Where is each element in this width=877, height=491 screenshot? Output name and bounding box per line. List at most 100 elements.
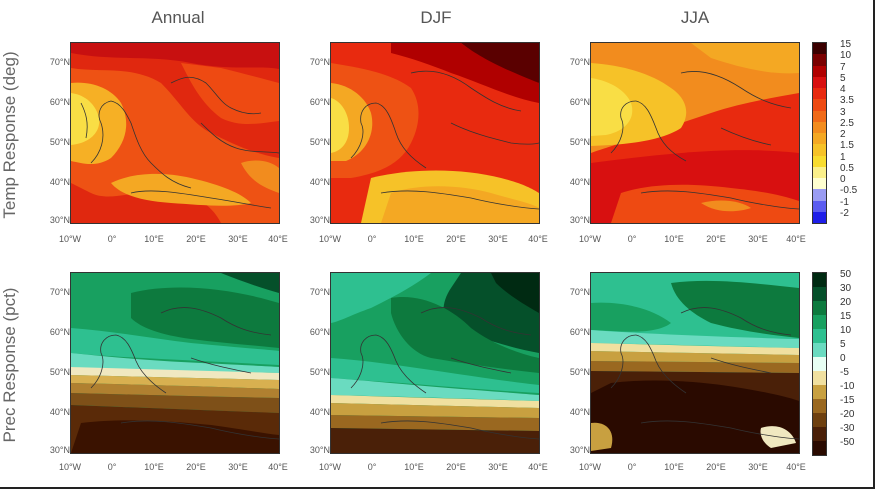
lon-label: 10°W [58,234,82,244]
colorbar-label: 1 [840,151,846,163]
lat-label: 30°N [569,215,590,225]
colorbar-swatch [813,211,826,223]
lon-label: 10°W [578,462,602,472]
colorbar-swatch [813,43,826,55]
colorbar-label: 15 [840,39,852,50]
colorbar-swatch [813,200,826,212]
lon-label: 30°E [748,462,768,472]
colorbar-swatch [813,189,826,201]
lon-label: 10°E [664,462,684,472]
lon-label: 30°E [228,234,248,244]
colorbar-swatch [813,178,826,190]
colorbar-swatch [813,399,826,413]
lon-label: 40°E [528,234,548,244]
lon-label: 10°E [664,234,684,244]
lon-label: 10°W [318,462,342,472]
colorbar-label: 0.5 [840,162,854,174]
lat-label: 70°N [49,57,70,67]
colorbar-label: 20 [840,297,852,308]
lon-label: 40°E [528,462,548,472]
lon-label: 40°E [268,462,288,472]
colorbar-label: -10 [840,381,855,392]
lon-label: 0° [107,462,117,472]
lat-label: 60°N [49,97,70,107]
colorbar-label: 10 [840,325,852,336]
lon-label: 20°E [706,234,726,244]
column-title-jja: JJA [680,8,710,27]
lon-label: 10°E [144,462,164,472]
colorbar-label: 3.5 [840,95,854,107]
lat-label: 40°N [569,177,590,187]
lon-label: 10°E [404,234,424,244]
lon-label: 30°E [748,234,768,244]
colorbar-swatch [813,110,826,122]
lat-label: 70°N [309,57,330,67]
colorbar-label: 2 [840,129,846,140]
lon-label: 20°E [706,462,726,472]
lat-label: 30°N [309,215,330,225]
colorbar-swatch [813,301,826,315]
lat-label: 30°N [49,215,70,225]
colorbar-label: 0 [840,353,846,364]
lon-label: 40°E [268,234,288,244]
colorbar-swatch [813,144,826,156]
lon-label: 40°E [786,462,806,472]
colorbar-swatch [813,343,826,357]
colorbar-swatch [813,287,826,301]
lon-label: 10°E [404,462,424,472]
lat-label: 40°N [49,177,70,187]
colorbar-swatch [813,315,826,329]
map-prec-djf [330,272,540,454]
colorbar-swatch [813,329,826,343]
colorbar-label: 4 [840,84,846,95]
colorbar-label: 0 [840,174,846,185]
lon-label: 0° [367,462,377,472]
colorbar-swatch [813,427,826,441]
colorbar-label: 10 [840,50,852,62]
colorbar-swatch [813,65,826,77]
colorbar-label: -2 [840,207,849,219]
lon-label: 10°W [58,462,82,472]
colorbar-swatch [813,76,826,88]
lon-label: 30°E [488,462,508,472]
row-label-temp: Temp Response (deg) [0,51,19,219]
colorbar-swatch [813,273,826,287]
colorbar-label: 50 [840,269,852,280]
colorbar-label: 30 [840,283,852,294]
lat-label: 30°N [569,445,590,455]
colorbar-swatch [813,133,826,145]
map-temp-djf [330,42,540,224]
lon-label: 0° [107,234,117,244]
colorbar-label: -50 [840,437,855,448]
lat-label: 40°N [49,407,70,417]
lat-label: 50°N [569,137,590,147]
colorbar-swatch [813,155,826,167]
lon-label: 20°E [446,234,466,244]
lat-label: 50°N [309,137,330,147]
temp-colorbar [812,42,827,224]
lat-label: 40°N [309,177,330,187]
colorbar-swatch [813,88,826,100]
lat-label: 40°N [569,407,590,417]
colorbar-swatch [813,166,826,178]
lat-label: 60°N [49,327,70,337]
lat-label: 50°N [569,367,590,377]
colorbar-label: 5 [840,72,846,84]
lon-label: 30°E [488,234,508,244]
colorbar-label: -20 [840,409,855,420]
lon-label: 0° [627,462,637,472]
colorbar-swatch [813,413,826,427]
lon-label: 10°E [144,234,164,244]
colorbar-label: 5 [840,339,846,350]
lon-label: 20°E [186,462,206,472]
lon-label: 30°E [228,462,248,472]
lat-label: 40°N [309,407,330,417]
colorbar-label: 3 [840,106,846,118]
lon-label: 0° [627,234,637,244]
lat-label: 70°N [49,287,70,297]
colorbar-swatch [813,371,826,385]
row-label-prec: Prec Response (pct) [0,287,19,443]
lon-label: 0° [367,234,377,244]
lat-label: 70°N [569,287,590,297]
colorbar-swatch [813,385,826,399]
